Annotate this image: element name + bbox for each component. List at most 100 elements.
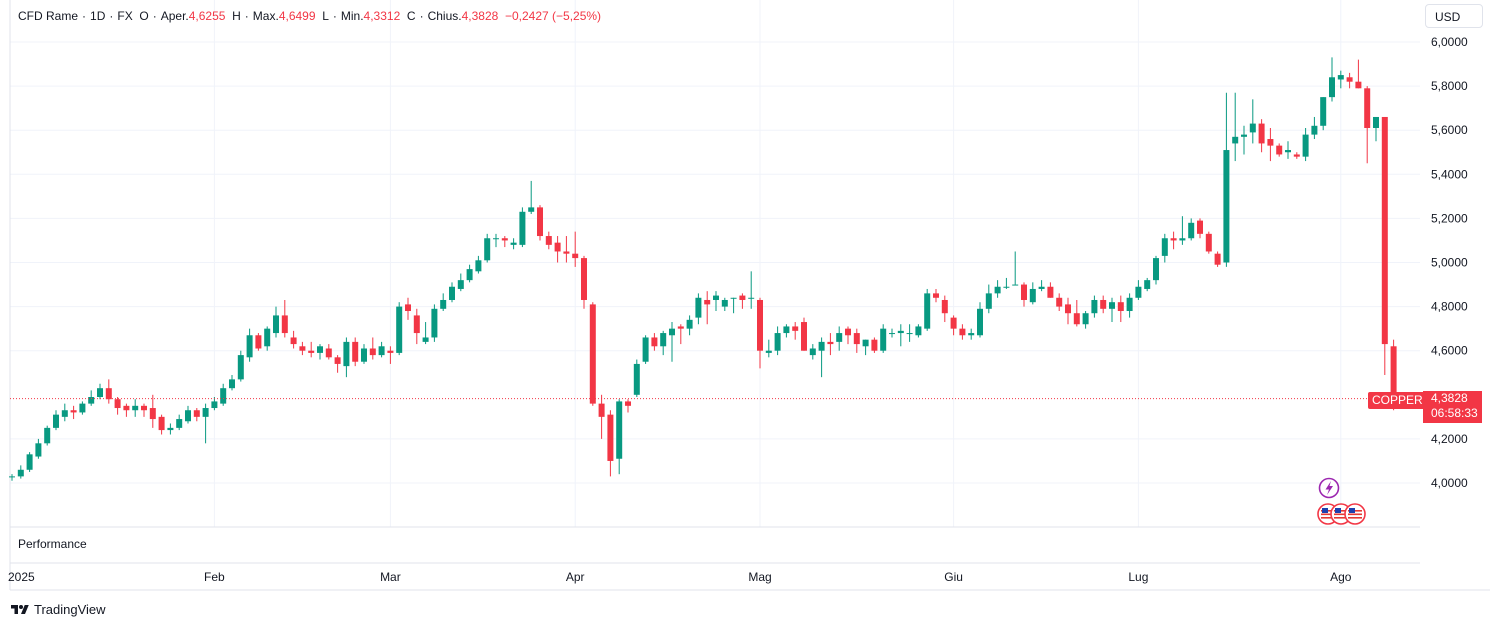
candle <box>563 236 570 263</box>
candle <box>413 308 420 345</box>
candle-body <box>1364 88 1371 128</box>
y-tick-label: 5,6000 <box>1431 123 1468 137</box>
candle <box>17 465 24 479</box>
candle <box>695 293 702 325</box>
symbol-name[interactable]: CFD Rame <box>18 9 79 23</box>
candle <box>1012 251 1019 286</box>
candle-body <box>1249 123 1256 133</box>
ohlc-legend: CFD Rame · 1D · FX O · Aper.4,6255 H · Max.4,649… <box>18 9 602 23</box>
candle-body <box>1258 123 1265 144</box>
close-label: C <box>406 9 416 23</box>
last-price-label: 4,3828 06:58:33 <box>1423 391 1482 423</box>
close-word: Chius. <box>427 9 462 23</box>
candle-body <box>1320 97 1327 126</box>
candle-body <box>1153 258 1159 281</box>
candle-body <box>352 341 359 362</box>
x-tick-label: Giu <box>944 570 963 584</box>
candle <box>369 337 376 360</box>
candle-body <box>88 397 95 404</box>
candle-body <box>572 253 579 259</box>
brand-name: TradingView <box>34 602 106 617</box>
x-tick-label: 2025 <box>8 570 35 584</box>
candle-body <box>880 328 887 351</box>
last-price-value: 4,3828 <box>1431 391 1468 405</box>
candle-body <box>422 337 429 342</box>
candle <box>202 403 209 444</box>
candle <box>818 337 825 378</box>
close-value: 4,3828 <box>461 9 499 23</box>
candle <box>449 282 455 303</box>
open-label: O <box>139 9 149 23</box>
candle <box>1073 299 1080 327</box>
candle-body <box>950 317 957 329</box>
candle-body <box>123 405 130 411</box>
candle <box>686 315 693 336</box>
candle-body <box>1109 302 1115 309</box>
candle <box>493 233 499 248</box>
time-axis[interactable]: 2025 Feb Mar Apr Mag Giu Lug Ago <box>8 570 1352 584</box>
candle-body <box>765 350 772 353</box>
bar-countdown: 06:58:33 <box>1431 406 1478 420</box>
candle-body <box>994 286 1001 294</box>
candle <box>959 324 966 340</box>
candle <box>352 337 359 367</box>
performance-pane-label[interactable]: Performance <box>18 537 87 551</box>
candle <box>845 326 851 345</box>
candle-body <box>686 319 693 329</box>
candle <box>1179 216 1186 245</box>
candle <box>273 306 279 338</box>
candle-body <box>220 388 227 404</box>
candle <box>387 346 394 364</box>
candle-body <box>211 401 218 409</box>
candle-body <box>281 315 288 334</box>
currency-selector[interactable]: USD <box>1425 4 1483 28</box>
candle <box>880 324 887 353</box>
candle-body <box>818 341 825 351</box>
x-tick-label: Ago <box>1330 570 1352 584</box>
candle-body <box>633 363 640 395</box>
candle-body <box>607 414 614 461</box>
candle <box>950 315 957 336</box>
candle <box>35 438 42 459</box>
candle-body <box>695 297 702 318</box>
candle <box>1373 116 1379 142</box>
candle <box>1320 97 1327 131</box>
candle-body <box>1214 253 1221 265</box>
candle <box>906 324 913 342</box>
candle <box>264 326 271 351</box>
candle <box>378 341 385 358</box>
candle-body <box>774 333 781 351</box>
candle <box>1364 86 1371 164</box>
us-flag-icon[interactable] <box>1344 503 1366 525</box>
candle-body <box>642 337 649 362</box>
candle <box>748 271 755 309</box>
candle <box>633 359 640 398</box>
candle <box>457 273 464 292</box>
candle-body <box>246 335 253 358</box>
candle <box>572 231 579 267</box>
candle-body <box>484 238 491 261</box>
candle <box>977 302 983 338</box>
price-axis[interactable]: 4,0000 4,2000 4,6000 4,8000 5,0000 5,2000 5,40… <box>1431 35 1468 490</box>
candle <box>308 341 315 358</box>
open-value: 4,6255 <box>188 9 226 23</box>
candle <box>924 288 931 331</box>
y-tick-label: 5,0000 <box>1431 256 1468 270</box>
tradingview-logo-icon <box>11 604 29 614</box>
candle-body <box>378 346 385 356</box>
candle <box>862 339 869 356</box>
candle-body <box>61 410 68 417</box>
candle <box>1161 233 1168 263</box>
candle <box>704 291 711 325</box>
candle-body <box>70 410 77 413</box>
candle <box>537 205 543 241</box>
lightning-event-icon[interactable] <box>1318 477 1340 499</box>
candle-body <box>440 299 447 309</box>
tradingview-brand[interactable]: TradingView <box>10 602 106 617</box>
candle-body <box>1082 313 1089 325</box>
y-tick-label: 4,8000 <box>1431 300 1468 314</box>
x-tick-label: Apr <box>566 570 585 584</box>
y-tick-label: 5,8000 <box>1431 79 1468 93</box>
low-value: 4,3312 <box>363 9 401 23</box>
